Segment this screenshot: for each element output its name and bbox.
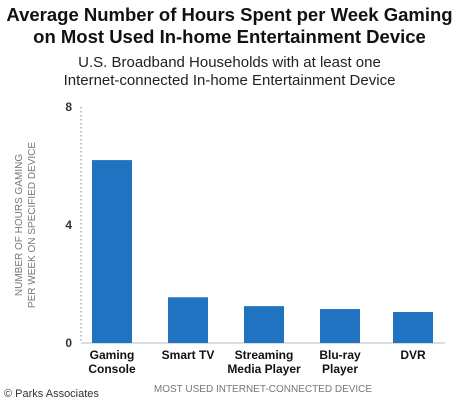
x-tick-label: Gaming bbox=[90, 348, 135, 362]
chart-title: Average Number of Hours Spent per Week G… bbox=[0, 4, 459, 48]
x-axis-title: MOST USED INTERNET-CONNECTED DEVICE bbox=[154, 384, 372, 395]
subtitle-line-2: Internet-connected In-home Entertainment… bbox=[63, 72, 396, 89]
x-tick-label: Media Player bbox=[227, 362, 301, 376]
title-line-2: on Most Used In-home Entertainment Devic… bbox=[33, 26, 426, 47]
x-tick-label: Console bbox=[88, 362, 136, 376]
bar bbox=[244, 306, 284, 343]
chart-subtitle: U.S. Broadband Households with at least … bbox=[0, 54, 459, 90]
y-tick-label: 4 bbox=[65, 218, 72, 232]
x-tick-label: Blu-ray bbox=[319, 348, 361, 362]
bar bbox=[320, 309, 360, 343]
y-tick-label: 0 bbox=[65, 336, 72, 350]
y-tick-label: 8 bbox=[65, 100, 72, 114]
x-tick-label: Smart TV bbox=[162, 348, 215, 362]
x-tick-label: DVR bbox=[400, 348, 426, 362]
source-credit: © Parks Associates bbox=[4, 388, 99, 400]
title-line-1: Average Number of Hours Spent per Week G… bbox=[6, 4, 453, 25]
bar bbox=[92, 160, 132, 343]
x-tick-label: Player bbox=[322, 362, 358, 376]
subtitle-line-1: U.S. Broadband Households with at least … bbox=[78, 54, 381, 71]
bar bbox=[393, 312, 433, 343]
x-tick-label: Streaming bbox=[235, 348, 294, 362]
bar bbox=[168, 297, 208, 343]
y-axis-title-line: NUMBER OF HOURS GAMING bbox=[14, 154, 25, 296]
y-axis-title-line: PER WEEK ON SPECIFIED DEVICE bbox=[27, 142, 38, 308]
